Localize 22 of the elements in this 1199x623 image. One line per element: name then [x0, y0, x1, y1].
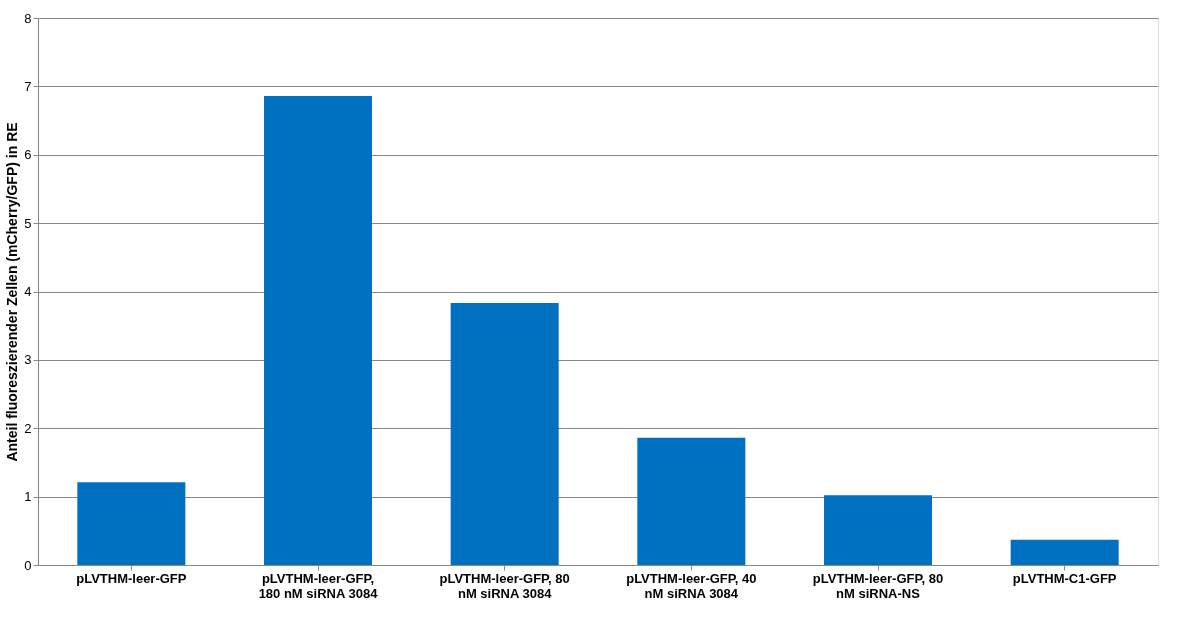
bar [77, 482, 186, 565]
y-tick-label: 6 [24, 147, 32, 163]
y-tick-label: 0 [24, 557, 32, 573]
bar [264, 95, 372, 565]
bar [450, 303, 559, 565]
y-tick-label: 3 [24, 352, 32, 368]
bar [1010, 539, 1119, 565]
bar [824, 495, 932, 565]
x-tick-label: pLVTHM-leer-GFP, 180 nM siRNA 3084 [258, 570, 379, 601]
y-tick-label: 4 [24, 284, 32, 299]
y-tick-label: 2 [24, 420, 32, 436]
x-tick-label: pLVTHM-leer-GFP, 80 nM siRNA 3084 [439, 570, 570, 601]
bar [637, 437, 746, 565]
y-axis-title: Anteil fluoreszierender Zellen (mCherry/GFP) in RE [4, 122, 21, 462]
y-tick-label: 7 [24, 78, 32, 94]
y-tick-label: 1 [24, 489, 32, 505]
x-tick-label: pLVTHM-C1-GFP [1012, 570, 1117, 586]
y-tick-label: 8 [24, 10, 32, 26]
x-tick-label: pLVTHM-leer-GFP [76, 570, 187, 586]
x-tick-label: pLVTHM-leer-GFP, 40 nM siRNA 3084 [626, 570, 757, 601]
x-tick-label: pLVTHM-leer-GFP, 80 nM siRNA-NS [812, 570, 944, 601]
y-tick-label: 5 [24, 215, 32, 231]
